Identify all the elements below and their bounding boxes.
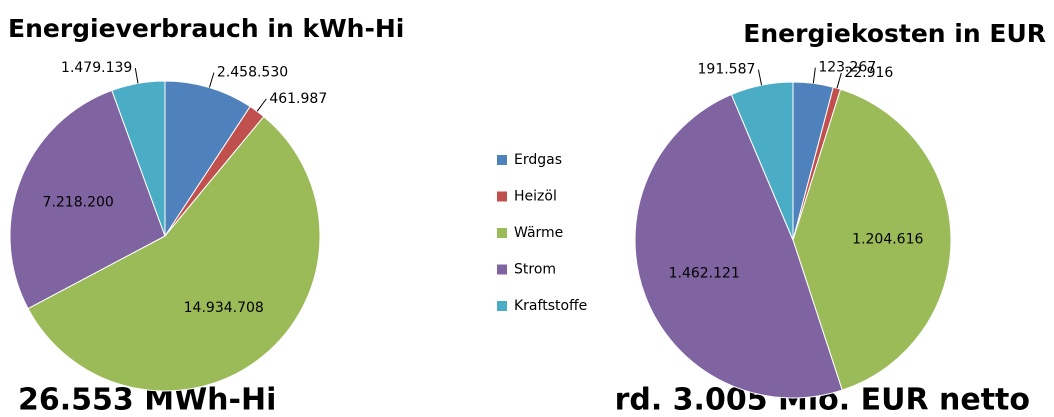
pie-slice	[27, 115, 321, 392]
leader-line	[134, 68, 139, 84]
data-label: 191.587	[698, 62, 756, 78]
chart-title: Energieverbrauch in kWh-Hi	[8, 14, 404, 43]
data-label: 461.987	[269, 91, 327, 107]
pie-slice	[164, 80, 251, 238]
legend-swatch	[497, 228, 507, 238]
data-label: 2.458.530	[217, 65, 288, 81]
legend-label: Heizöl	[514, 189, 557, 205]
data-label: 1.462.121	[669, 265, 740, 281]
legend-label: Erdgas	[514, 152, 562, 168]
legend-swatch	[497, 301, 507, 311]
leader-line	[836, 72, 842, 89]
leader-line	[208, 72, 215, 88]
data-label: 7.218.200	[43, 195, 114, 211]
data-label: 123.267	[818, 60, 876, 76]
legend-swatch	[497, 264, 507, 275]
data-label: 22.916	[844, 65, 893, 81]
data-label: 14.934.708	[184, 300, 264, 316]
legend-label: Kraftstoffe	[514, 298, 587, 314]
legend-label: Wärme	[514, 225, 563, 241]
pie-slice	[792, 88, 952, 391]
pie-slice	[634, 93, 843, 399]
legend-swatch	[497, 155, 507, 165]
legend-label: Strom	[514, 262, 556, 278]
pie-slice	[9, 89, 166, 310]
chart-title: Energiekosten in EUR	[743, 19, 1046, 48]
leader-line	[757, 69, 763, 86]
leader-line	[812, 67, 816, 84]
data-label: 1.479.139	[61, 60, 132, 76]
legend-swatch	[497, 191, 507, 202]
data-label: 1.204.616	[852, 231, 923, 247]
leader-line	[256, 98, 267, 112]
pie-slice	[730, 81, 794, 241]
